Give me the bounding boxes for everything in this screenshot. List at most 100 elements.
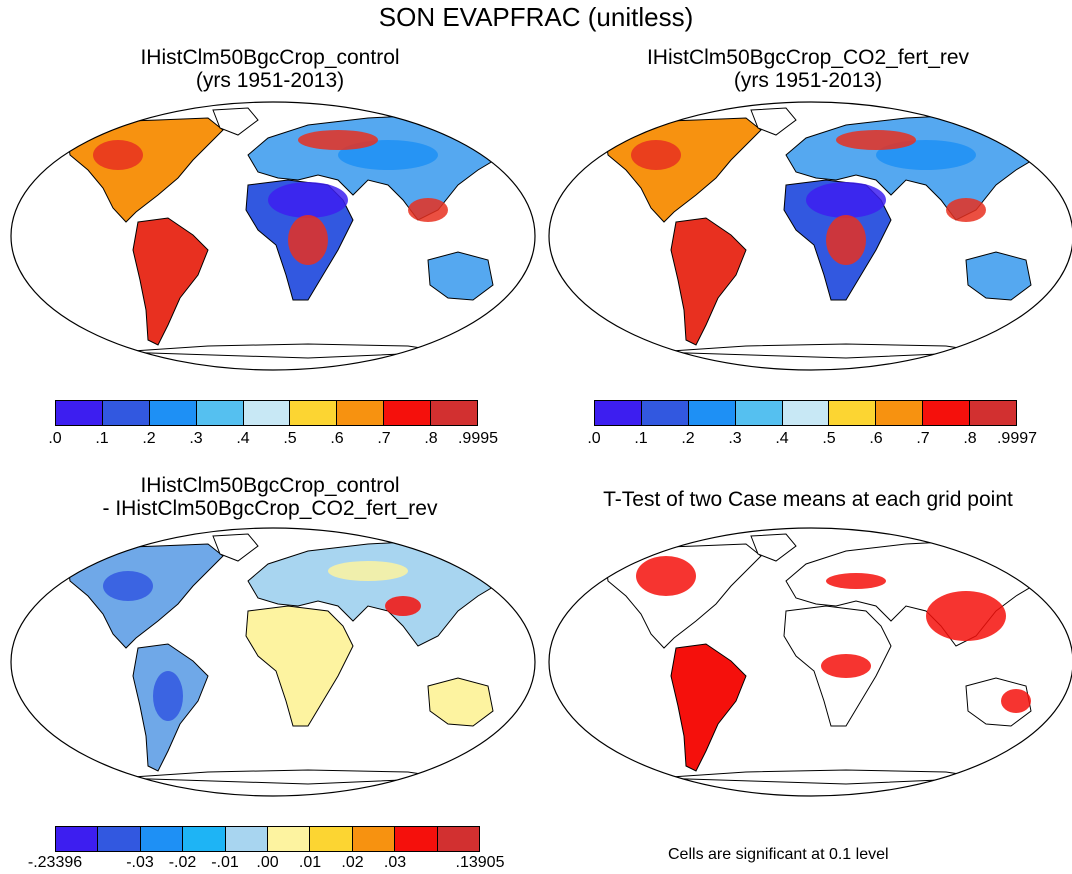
panel-title-top-right: IHistClm50BgcCrop_CO2_fert_rev (yrs 1951… xyxy=(548,46,1068,92)
colorbar-bottom-left xyxy=(55,826,480,852)
colorbar-tick-label: .0 xyxy=(587,430,601,447)
continent-southAmerica xyxy=(132,217,209,346)
panel-title-line2: - IHistClm50BgcCrop_CO2_fert_rev xyxy=(102,497,438,520)
colorbar-swatch xyxy=(268,827,311,851)
data-region xyxy=(385,596,421,616)
continent-greenland xyxy=(750,533,797,562)
colorbar-tick-label: .1 xyxy=(95,430,109,447)
colorbar-tick-label: -.01 xyxy=(211,854,239,871)
map-top-right xyxy=(548,101,1072,371)
colorbar-tick-label: .5 xyxy=(822,430,836,447)
colorbar-tick-label: .8 xyxy=(963,430,977,447)
panel-title-line1: T-Test of two Case means at each grid po… xyxy=(603,488,1013,511)
colorbar-tick-label: .3 xyxy=(728,430,742,447)
colorbar-top-left xyxy=(55,400,478,426)
colorbar-tick-label: .00 xyxy=(256,854,279,871)
panel-title-line2: (yrs 1951-2013) xyxy=(195,69,345,92)
colorbar-tick-label: -.03 xyxy=(126,854,154,871)
colorbar-labels-top-left: .0 .1 .2 .3 .4 .5 .6 .7 .8 .9995 xyxy=(48,430,498,450)
colorbar-tick-label: .03 xyxy=(383,854,407,871)
colorbar-tick-label: .6 xyxy=(330,430,344,447)
data-region xyxy=(103,571,153,601)
map-boundary xyxy=(548,101,1072,371)
data-region xyxy=(926,591,1006,641)
colorbar-labels-top-right: .0 .1 .2 .3 .4 .5 .6 .7 .8 .9997 xyxy=(587,430,1037,450)
continent-greenland xyxy=(212,107,259,136)
continent-australia xyxy=(427,677,494,727)
data-region xyxy=(636,556,696,596)
map-boundary xyxy=(10,527,536,797)
continent-greenland xyxy=(750,107,797,136)
panel-title-top-left: IHistClm50BgcCrop_control (yrs 1951-2013… xyxy=(10,46,530,92)
colorbar-tick-label: .8 xyxy=(424,430,438,447)
colorbar-tick-label: .0 xyxy=(48,430,62,447)
continent-northAmerica xyxy=(605,117,762,223)
colorbar-tick-label: .01 xyxy=(298,854,322,871)
colorbar-swatch xyxy=(829,401,877,425)
colorbar-labels-bottom-left: -.23396 -.03 -.02 -.01 .00 .01 .02 .03 .13905 xyxy=(28,854,505,874)
colorbar-tick-label: .5 xyxy=(283,430,297,447)
map-boundary xyxy=(548,527,1072,797)
colorbar-swatch xyxy=(290,401,338,425)
map-top-left xyxy=(10,101,536,371)
colorbar-swatch xyxy=(56,827,99,851)
colorbar-swatch xyxy=(98,827,141,851)
figure-title: SON EVAPFRAC (unitless) xyxy=(378,2,694,32)
colorbar-swatch xyxy=(431,401,478,425)
colorbar-tick-label: .9995 xyxy=(457,430,499,447)
colorbar-swatch xyxy=(196,401,244,425)
continent-antarctica xyxy=(117,343,449,359)
data-region xyxy=(268,182,348,218)
colorbar-swatch xyxy=(923,401,971,425)
data-region xyxy=(153,671,183,721)
colorbar-swatch xyxy=(782,401,830,425)
colorbar-swatch xyxy=(352,827,396,851)
continent-australia xyxy=(427,251,494,301)
colorbar-tick-label: .2 xyxy=(142,430,156,447)
colorbar-swatch xyxy=(56,401,103,425)
data-region xyxy=(328,561,408,581)
panel-title-line1: IHistClm50BgcCrop_control xyxy=(140,46,400,69)
map-bottom-left xyxy=(10,527,536,797)
colorbar-swatch xyxy=(395,827,438,851)
colorbar-tick-label: .4 xyxy=(236,430,250,447)
colorbar-swatch xyxy=(437,827,480,851)
colorbar-swatch xyxy=(337,401,385,425)
colorbar-swatch xyxy=(970,401,1017,425)
data-region xyxy=(821,654,871,678)
continent-southAmerica xyxy=(670,643,747,772)
colorbar-swatch xyxy=(225,827,269,851)
colorbar-tick-label: .2 xyxy=(681,430,695,447)
map-bottom-right xyxy=(548,527,1072,797)
continent-antarctica xyxy=(655,769,987,785)
continent-northAmerica xyxy=(67,117,224,223)
colorbar-tick-label: .1 xyxy=(634,430,648,447)
continent-africa xyxy=(245,605,354,727)
continent-southAmerica xyxy=(670,217,747,346)
data-region xyxy=(826,215,866,265)
data-region xyxy=(631,140,681,170)
colorbar-tick-label: -.23396 xyxy=(27,854,83,871)
colorbar-swatch xyxy=(149,401,197,425)
data-region xyxy=(836,130,916,150)
panel-title-line2: (yrs 1951-2013) xyxy=(733,69,883,92)
colorbar-tick-label: .7 xyxy=(377,430,391,447)
colorbar-tick-label: .6 xyxy=(869,430,883,447)
continent-antarctica xyxy=(117,769,449,785)
colorbar-tick-label: .02 xyxy=(341,854,364,871)
significance-note: Cells are significant at 0.1 level xyxy=(668,846,889,863)
colorbar-top-right xyxy=(594,400,1017,426)
colorbar-swatch xyxy=(735,401,783,425)
continent-northAmerica xyxy=(605,543,762,649)
colorbar-tick-label: .3 xyxy=(189,430,203,447)
colorbar-swatch xyxy=(688,401,736,425)
colorbar-swatch xyxy=(641,401,689,425)
continent-antarctica xyxy=(655,343,987,359)
colorbar-swatch xyxy=(876,401,924,425)
colorbar-swatch xyxy=(310,827,353,851)
data-region xyxy=(93,140,143,170)
panel-title-bottom-left: IHistClm50BgcCrop_control - IHistClm50Bg… xyxy=(10,474,530,520)
colorbar-tick-label: .4 xyxy=(775,430,789,447)
colorbar-swatch xyxy=(243,401,291,425)
continent-australia xyxy=(965,251,1032,301)
